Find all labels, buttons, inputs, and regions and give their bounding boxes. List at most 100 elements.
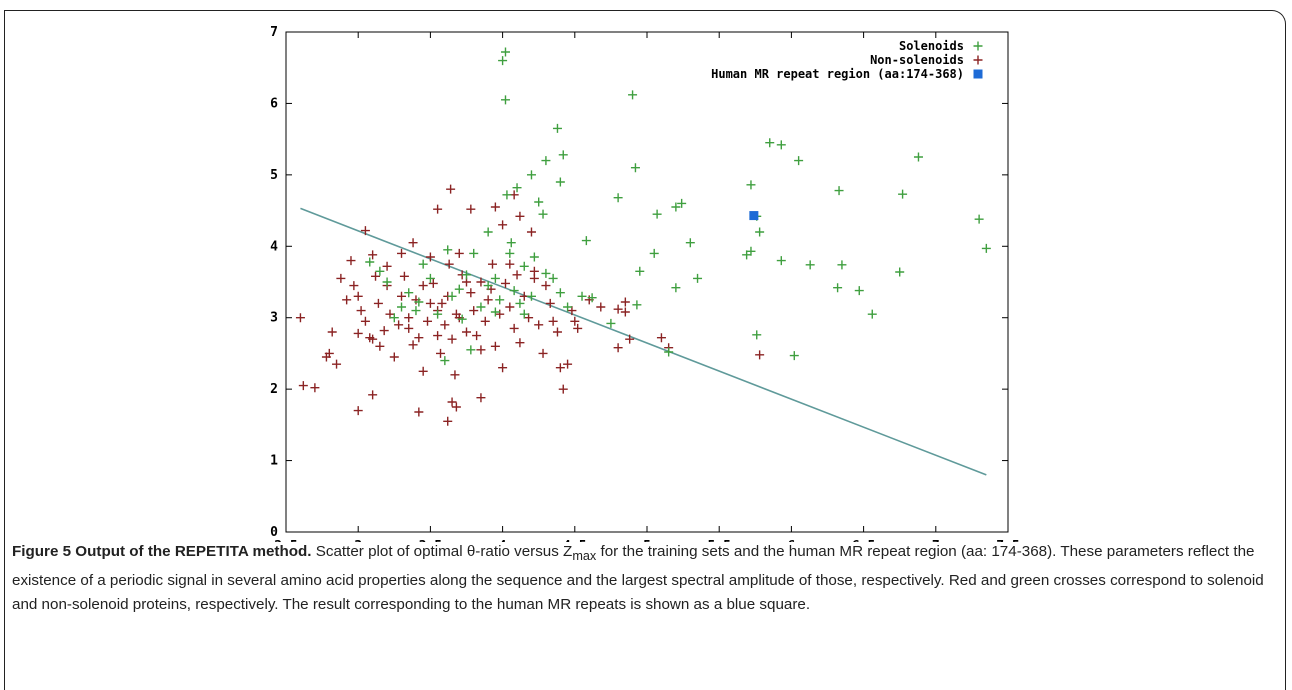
solenoid-point	[632, 300, 642, 310]
non-solenoid-point	[495, 309, 505, 319]
x-tick-label: 2.5	[274, 539, 297, 542]
non-solenoid-point	[483, 295, 493, 305]
non-solenoid-point	[437, 298, 447, 308]
non-solenoid-point	[462, 327, 471, 337]
solenoid-point	[534, 197, 544, 207]
solenoid-point	[664, 347, 674, 357]
non-solenoid-point	[498, 363, 508, 373]
human-mr-point	[749, 211, 759, 221]
non-solenoid-point	[418, 281, 428, 291]
non-solenoid-point	[538, 348, 548, 358]
solenoid-point	[462, 270, 471, 280]
solenoid-point	[677, 198, 687, 208]
non-solenoid-point	[450, 370, 460, 380]
solenoid-point	[502, 190, 512, 200]
legend-label: Solenoids	[899, 39, 964, 53]
solenoid-point	[577, 291, 587, 301]
solenoid-point	[457, 314, 467, 324]
non-solenoid-point	[490, 341, 500, 351]
solenoid-point	[671, 202, 681, 212]
non-solenoid-point	[310, 383, 320, 393]
scatter-plot: 2.5 3 3.5 4 4.5 5 5.5 6 6.5 7 7.5 0 1 2 3 4 5 6 7 Solenoids…	[270, 25, 1020, 542]
solenoid-point	[541, 156, 551, 166]
solenoid-point	[519, 261, 529, 271]
solenoid-point	[613, 193, 623, 203]
solenoid-point	[548, 273, 558, 283]
non-solenoid-point	[371, 271, 381, 281]
solenoid-point	[490, 273, 500, 283]
non-solenoid-point	[433, 204, 443, 214]
non-solenoid-point	[490, 202, 500, 212]
solenoid-point	[854, 286, 864, 296]
non-solenoid-point	[534, 320, 544, 330]
non-solenoid-point	[408, 238, 418, 248]
non-solenoid-point	[408, 340, 418, 350]
caption-subscript: max	[572, 549, 597, 564]
non-solenoid-point	[423, 316, 433, 326]
non-solenoid-point	[332, 359, 342, 369]
solenoid-point	[834, 186, 844, 196]
solenoid-point	[404, 288, 414, 298]
solenoid-point	[746, 180, 756, 190]
solenoid-point	[652, 209, 662, 219]
solenoid-point	[506, 238, 516, 248]
plot-border	[285, 31, 1009, 533]
caption-text-1: Scatter plot of optimal θ-ratio versus Z	[311, 543, 573, 560]
solenoid-point	[469, 248, 479, 258]
non-solenoid-point	[555, 363, 565, 373]
x-tick-label: 4	[499, 539, 507, 542]
non-solenoid-point	[397, 248, 407, 258]
solenoid-point	[555, 177, 565, 187]
non-solenoid-point	[505, 302, 515, 312]
x-tick-label: 4.5	[563, 539, 586, 542]
non-solenoid-point	[656, 333, 666, 343]
non-solenoid-point	[414, 333, 424, 343]
non-solenoid-point	[545, 298, 555, 308]
non-solenoid-point	[541, 281, 551, 291]
solenoid-point	[693, 273, 703, 283]
non-solenoid-point	[436, 348, 446, 358]
non-solenoid-point	[360, 226, 370, 236]
solenoid-point	[837, 260, 847, 270]
solenoid-point	[389, 313, 399, 323]
solenoid-point	[483, 281, 493, 291]
non-solenoid-point	[346, 256, 356, 266]
non-solenoid-point	[327, 327, 337, 337]
solenoid-point	[552, 123, 562, 133]
solenoid-point	[500, 95, 510, 105]
legend-label: Non-solenoids	[870, 53, 964, 67]
solenoid-point	[397, 302, 407, 312]
solenoid-point	[581, 236, 591, 246]
non-solenoid-point	[298, 381, 308, 391]
solenoid-point	[558, 150, 568, 160]
solenoid-point	[630, 163, 640, 173]
non-solenoid-point	[353, 406, 363, 416]
y-tick-label: 1	[270, 454, 278, 469]
solenoid-point	[505, 248, 515, 258]
solenoid-point	[483, 227, 493, 237]
non-solenoid-point	[558, 384, 568, 394]
solenoid-point	[895, 267, 905, 277]
solenoid-point	[529, 252, 539, 262]
non-solenoid-point	[373, 298, 383, 308]
non-solenoid-point	[336, 273, 346, 283]
non-solenoid-point	[397, 291, 407, 301]
solenoid-point	[606, 318, 616, 328]
solenoid-point	[490, 307, 500, 317]
non-solenoid-point	[613, 304, 623, 314]
non-solenoid-point	[573, 323, 583, 333]
solenoid-point	[515, 298, 525, 308]
non-solenoid-point	[425, 252, 435, 262]
non-solenoid-point	[368, 390, 378, 400]
solenoid-point	[805, 260, 815, 270]
solenoid-point	[466, 345, 476, 355]
non-solenoid-point	[755, 350, 765, 360]
non-solenoid-point	[382, 261, 392, 271]
non-solenoid-point	[349, 281, 359, 291]
solenoid-point	[635, 266, 645, 276]
x-tick-label: 5.5	[707, 539, 730, 542]
non-solenoid-point	[476, 393, 486, 403]
solenoid-point	[555, 288, 565, 298]
y-tick-label: 5	[270, 168, 278, 183]
solenoid-point	[755, 227, 765, 237]
